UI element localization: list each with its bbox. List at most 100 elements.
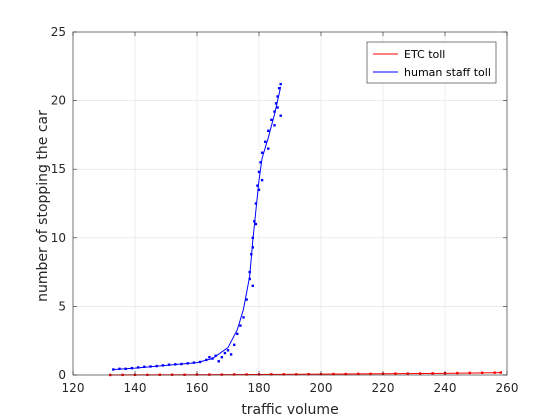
data-point-human (270, 118, 273, 122)
data-point-etc (468, 371, 471, 375)
x-axis-label: traffic volume (241, 402, 338, 418)
data-point-human (124, 367, 127, 371)
data-point-human (248, 270, 251, 274)
data-point-human (118, 367, 121, 371)
y-axis-label: number of stopping the car (35, 110, 51, 302)
data-point-human (211, 357, 214, 360)
y-tick-label: 20 (51, 94, 66, 108)
data-point-human (220, 355, 223, 359)
data-point-human (279, 82, 282, 86)
data-point-human (276, 95, 279, 98)
data-point-human (256, 184, 259, 187)
data-point-human (198, 360, 202, 364)
data-point-human (223, 351, 227, 355)
data-point-human (267, 147, 270, 150)
data-point-etc (481, 371, 484, 374)
data-point-human (279, 114, 282, 117)
data-point-etc (419, 372, 422, 375)
x-tick-label: 140 (124, 381, 147, 395)
data-point-etc (245, 373, 248, 376)
ticks (72, 31, 508, 376)
y-tick-label: 0 (58, 368, 66, 382)
data-point-human (251, 284, 254, 288)
series-human (112, 82, 282, 371)
data-point-etc (456, 371, 459, 375)
data-point-human (217, 360, 220, 363)
y-tick-label: 15 (51, 162, 66, 176)
data-point-human (239, 324, 242, 327)
x-tick-label: 220 (372, 381, 395, 395)
data-point-human (257, 188, 261, 191)
data-point-human (250, 253, 253, 256)
data-point-etc (369, 372, 372, 376)
data-point-human (180, 362, 183, 366)
data-point-etc (208, 373, 211, 376)
x-tick-label: 160 (186, 381, 209, 395)
data-point-human (155, 364, 158, 368)
data-point-etc (394, 372, 397, 375)
data-point-human (251, 236, 254, 239)
x-tick-label: 120 (62, 381, 85, 395)
y-tick-label: 25 (51, 25, 66, 39)
data-point-human (186, 362, 189, 365)
data-point-etc (332, 372, 335, 376)
x-tick-label: 240 (434, 381, 457, 395)
data-point-human (112, 368, 115, 371)
y-tick-label: 5 (58, 299, 66, 313)
data-point-human (214, 354, 217, 357)
data-point-human (149, 365, 152, 368)
data-point-human (253, 220, 256, 223)
data-point-etc (431, 372, 434, 375)
data-point-human (267, 129, 270, 132)
legend-label-etc: ETC toll (404, 48, 445, 61)
data-point-etc (282, 373, 285, 376)
data-point-etc (493, 371, 496, 374)
tick-labels: 120 140 160 180 200 220 240 260 0 5 10 15 20 25 (51, 25, 519, 395)
data-point-human (167, 363, 171, 366)
data-point-human (192, 361, 196, 364)
data-point-etc (295, 373, 298, 376)
data-point-human (264, 140, 267, 143)
data-point-human (276, 106, 279, 109)
data-point-human (205, 358, 208, 362)
x-tick-label: 260 (496, 381, 519, 395)
data-point-etc (270, 373, 273, 376)
data-point-human (226, 349, 230, 352)
data-point-human (233, 343, 236, 347)
data-point-human (136, 366, 140, 369)
data-point-human (143, 365, 146, 368)
data-point-human (254, 222, 258, 226)
data-point-human (260, 178, 264, 182)
data-point-human (274, 102, 278, 105)
data-point-human (236, 332, 239, 336)
data-point-etc (344, 372, 347, 376)
data-point-human (229, 353, 233, 356)
data-point-human (174, 363, 177, 366)
data-point-human (257, 170, 261, 174)
data-point-human (254, 202, 258, 205)
x-tick-label: 180 (248, 381, 271, 395)
data-point-etc (233, 373, 236, 376)
axes-box (72, 31, 508, 376)
data-point-human (273, 124, 276, 127)
data-point-human (273, 110, 276, 113)
data-point-human (245, 298, 248, 301)
legend: ETC toll human staff toll (366, 41, 497, 84)
data-point-human (248, 277, 251, 281)
legend-box (366, 41, 497, 84)
data-point-human (208, 355, 211, 359)
data-point-etc (357, 372, 360, 376)
data-point-etc (406, 372, 409, 375)
data-point-etc (220, 373, 223, 376)
y-tick-label: 10 (51, 231, 66, 245)
series-layer (109, 82, 502, 377)
data-point-etc (307, 372, 310, 376)
data-point-human (251, 246, 254, 249)
data-point-human (130, 366, 134, 370)
data-point-human (260, 151, 264, 154)
data-point-human (242, 316, 245, 319)
x-tick-label: 200 (310, 381, 333, 395)
data-point-human (259, 161, 262, 164)
data-point-human (277, 87, 281, 90)
